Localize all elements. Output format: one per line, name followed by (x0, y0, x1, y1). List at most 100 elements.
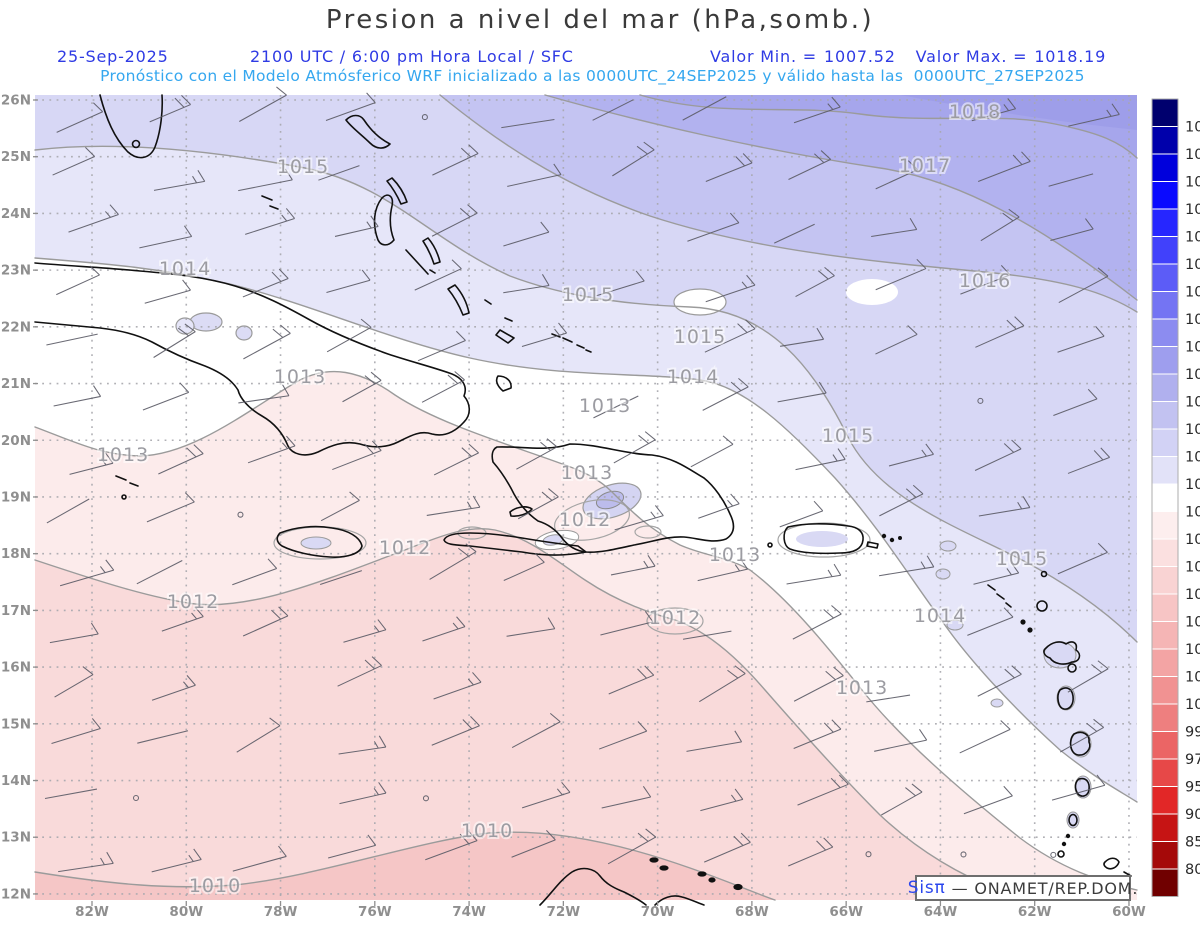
colorbar-segment (1151, 841, 1179, 870)
wind-barb (343, 619, 387, 643)
wind-barb (328, 834, 377, 859)
wind-barb (243, 324, 291, 360)
wind-barb (417, 330, 466, 362)
colorbar-tick-label: 990 (1185, 725, 1200, 741)
wind-barb (69, 452, 114, 475)
wind-barb (963, 785, 1013, 815)
wind-barb (875, 258, 927, 291)
contour-label: 1015 (674, 326, 726, 348)
wind-barb (1068, 103, 1120, 127)
contour-label: 1012 (649, 607, 701, 629)
colorbar-segment (1151, 731, 1179, 760)
wind-barb (682, 96, 727, 121)
lat-label: 22N (1, 319, 31, 335)
contour-label: 1016 (959, 270, 1011, 292)
min-max-values: Valor Min. = 1007.52 Valor Max. = 1018.19 (710, 47, 1106, 66)
contour-label: 1014 (667, 366, 719, 388)
wind-barb (238, 384, 290, 404)
wind-barb (682, 630, 732, 640)
wind-barb (1057, 542, 1108, 575)
wind-barb (702, 377, 749, 411)
wind-barb (507, 163, 562, 187)
wind-barb (614, 505, 664, 531)
lat-label: 17N (1, 603, 31, 619)
colorbar-tick-label: 1013 (1185, 505, 1200, 521)
colorbar-tick-label: 900 (1185, 807, 1200, 823)
page-title: Presion a nivel del mar (hPa,somb.) (325, 5, 875, 35)
wind-barb (1051, 774, 1106, 801)
max-label: Valor Max. = (915, 47, 1028, 66)
wind-barb (888, 443, 934, 467)
colorbar-tick-label: 1015 (1185, 450, 1200, 466)
credit-separator: — (951, 878, 969, 898)
wind-barb (151, 848, 202, 873)
colorbar-segment (1151, 153, 1179, 182)
wind-barb (332, 440, 382, 471)
wind-barb (247, 435, 296, 464)
credit-org: ONAMET/REP.DOM. (974, 878, 1139, 898)
terrain-pressure-patches (175, 279, 1092, 829)
sispi-logo: Sisπ (907, 878, 946, 898)
wind-barb (325, 92, 376, 122)
contour-label: 1015 (996, 548, 1048, 570)
wind-barb (788, 150, 832, 180)
wind-barb (161, 606, 204, 632)
wind-barb (425, 830, 478, 861)
wind-barb (1067, 660, 1109, 693)
colorbar-segment (1151, 126, 1179, 155)
wind-barb (774, 223, 815, 244)
wind-barb (58, 851, 114, 873)
wind-barb (51, 718, 101, 745)
wind-barb (1059, 718, 1104, 753)
wind-barb (144, 279, 191, 304)
wind-barb (608, 665, 655, 695)
credit-box: Sisπ — ONAMET/REP.DOM. (908, 875, 1137, 901)
colorbar-tick-label: 1014 (1185, 477, 1200, 493)
wind-barb (977, 151, 1031, 182)
wind-barb (700, 788, 744, 812)
wind-barb (337, 656, 382, 687)
contour-label: 1015 (822, 425, 874, 447)
lat-label: 20N (1, 433, 31, 449)
wind-barb (780, 327, 825, 347)
jamaica-coast (276, 525, 363, 558)
wind-barb (46, 333, 98, 346)
contour-label: 1010 (189, 875, 241, 897)
wind-barb (705, 274, 756, 303)
wind-barb (871, 218, 918, 237)
colorbar-tick-label: 1025 (1185, 257, 1200, 273)
colorbar-segment (1151, 593, 1179, 622)
wind-barb (779, 500, 824, 528)
colorbar-tick-label: 1035 (1185, 175, 1200, 191)
lat-label: 12N (1, 886, 31, 902)
lon-label: 72W (547, 904, 581, 920)
lat-label: 26N (1, 93, 31, 109)
wind-barb (687, 212, 740, 242)
contour-label: 1018 (949, 101, 1001, 123)
wind-barb (521, 782, 571, 809)
wind-barb (792, 605, 842, 640)
turks-caicos (551, 333, 592, 353)
colorbar-segment (1151, 813, 1179, 842)
wind-barb (59, 559, 115, 587)
wind-barb (686, 730, 743, 752)
wind-barb (506, 617, 556, 637)
wind-barb (967, 607, 1014, 636)
colorbar-tick-label: 1016 (1185, 422, 1200, 438)
wind-barb (517, 488, 559, 520)
contour-label: 1013 (274, 366, 326, 388)
wind-barb (319, 570, 363, 586)
contour-label: 1012 (559, 509, 611, 531)
wind-barb (151, 675, 196, 701)
colorbar-tick-label: 1028 (1185, 230, 1200, 246)
wind-barb (1053, 388, 1098, 416)
wind-barb (318, 165, 360, 181)
wind-barb (320, 491, 360, 522)
colorbar-segment (1151, 868, 1179, 897)
wind-barb (793, 666, 844, 702)
wind-barb (503, 552, 545, 582)
colorbar-segment (1151, 786, 1179, 815)
wind-barb (68, 204, 119, 233)
lon-label: 74W (452, 904, 486, 920)
